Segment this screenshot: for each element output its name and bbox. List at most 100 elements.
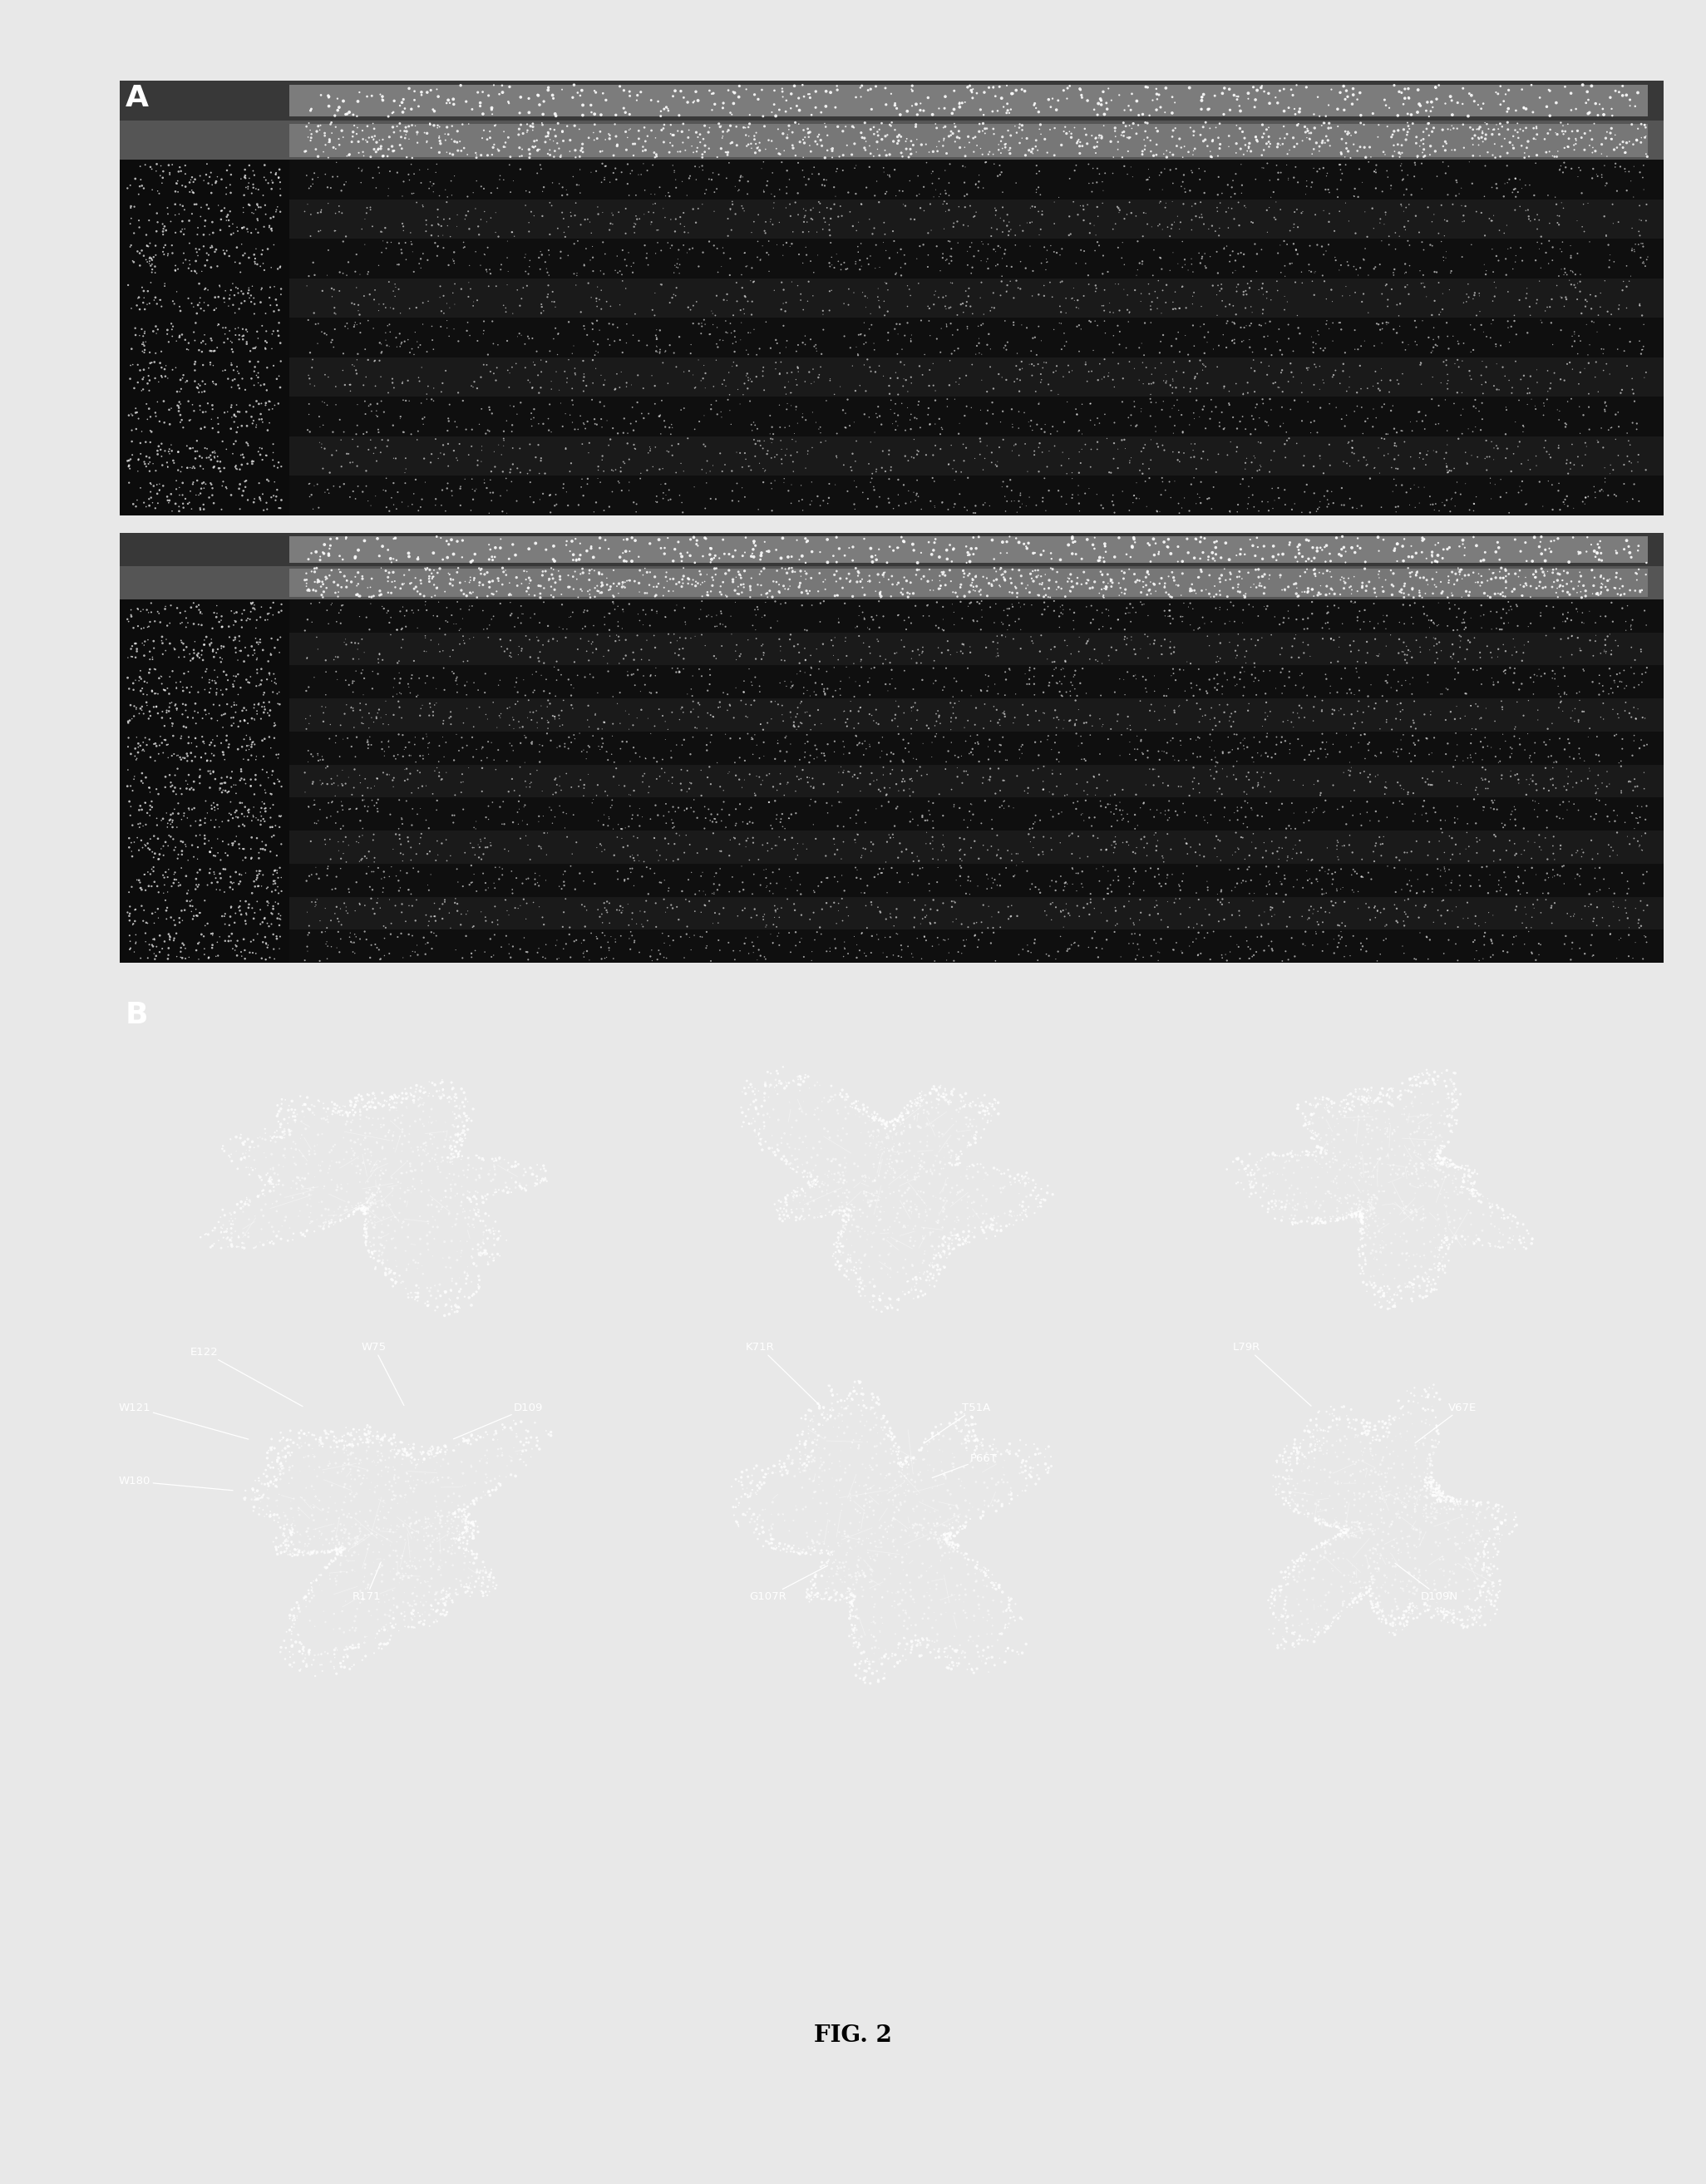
Point xyxy=(998,1476,1025,1511)
Point xyxy=(397,225,425,260)
Point xyxy=(512,328,539,363)
Point xyxy=(145,474,172,509)
Point xyxy=(682,162,710,197)
Point xyxy=(865,625,892,660)
Point xyxy=(235,273,263,308)
Point xyxy=(1628,203,1655,238)
Point xyxy=(254,1489,281,1524)
Point xyxy=(186,448,213,483)
Point xyxy=(1390,1599,1418,1634)
Point xyxy=(1280,1208,1307,1243)
Point xyxy=(234,1182,261,1216)
Point xyxy=(119,609,147,644)
Point xyxy=(316,1136,343,1171)
Point xyxy=(1433,306,1460,341)
Point xyxy=(688,592,715,627)
Point xyxy=(1254,319,1281,354)
Point xyxy=(988,1155,1015,1190)
Point xyxy=(1121,273,1148,308)
Point xyxy=(261,227,288,262)
Point xyxy=(621,127,648,162)
Point xyxy=(940,679,967,714)
Point xyxy=(740,1516,768,1551)
Point xyxy=(430,277,457,312)
Point xyxy=(1273,424,1300,459)
Point xyxy=(1329,1197,1356,1232)
Point xyxy=(450,229,478,264)
Point xyxy=(1109,140,1136,175)
Point xyxy=(370,854,397,889)
Point xyxy=(1232,646,1259,681)
Point xyxy=(986,727,1013,762)
Point xyxy=(445,1479,473,1514)
Point xyxy=(856,563,884,598)
Point xyxy=(188,472,215,507)
Point xyxy=(1409,122,1436,157)
Point xyxy=(367,574,394,609)
Point xyxy=(873,1120,901,1155)
Point xyxy=(1595,871,1622,906)
Point xyxy=(815,1514,843,1548)
Point xyxy=(165,393,193,428)
Point xyxy=(1327,306,1355,341)
Point xyxy=(1385,1079,1413,1114)
Point xyxy=(234,705,261,740)
Point xyxy=(1036,83,1063,118)
Point xyxy=(1261,1201,1288,1236)
Point xyxy=(650,404,677,439)
Point xyxy=(1576,277,1604,312)
Point xyxy=(1609,568,1636,603)
Point xyxy=(858,1631,885,1666)
Point xyxy=(1145,856,1172,891)
Point xyxy=(200,450,227,485)
Point xyxy=(892,1441,920,1476)
Point xyxy=(846,1269,873,1304)
Point xyxy=(334,1096,362,1131)
Point xyxy=(834,937,862,972)
Point xyxy=(252,387,280,422)
Point xyxy=(616,474,643,509)
Point xyxy=(602,162,630,197)
Point xyxy=(1546,677,1573,712)
Point xyxy=(152,432,179,467)
Point xyxy=(1411,1241,1438,1275)
Point xyxy=(428,1579,456,1614)
Point xyxy=(1083,129,1111,164)
Point xyxy=(232,906,259,941)
Point xyxy=(1605,902,1633,937)
Point xyxy=(1295,1149,1322,1184)
Point xyxy=(1291,109,1319,144)
Point xyxy=(495,85,522,120)
Point xyxy=(1535,860,1563,895)
Point xyxy=(1317,1527,1344,1562)
Point xyxy=(1326,1182,1353,1216)
Point xyxy=(256,1164,283,1199)
Point xyxy=(891,524,918,559)
Point xyxy=(1564,439,1592,474)
Point xyxy=(1396,487,1423,522)
Point xyxy=(957,1444,984,1479)
Point xyxy=(536,216,563,251)
Point xyxy=(138,895,165,930)
Point xyxy=(1218,323,1245,358)
Point xyxy=(1174,684,1201,719)
Point xyxy=(377,1426,404,1461)
Point xyxy=(681,893,708,928)
Point xyxy=(232,1184,259,1219)
Point xyxy=(1498,592,1525,627)
Point xyxy=(897,605,925,640)
Point xyxy=(851,601,879,636)
Point xyxy=(258,1498,285,1533)
Point xyxy=(1448,1175,1476,1210)
Point xyxy=(1029,194,1056,229)
Point xyxy=(392,1155,420,1190)
Point xyxy=(396,1077,423,1112)
Point xyxy=(375,723,403,758)
Point xyxy=(978,926,1005,961)
Point xyxy=(955,1199,983,1234)
Point xyxy=(810,675,838,710)
Point xyxy=(379,1433,406,1468)
Point xyxy=(1454,806,1481,841)
Point xyxy=(1380,441,1407,476)
Point xyxy=(227,751,254,786)
